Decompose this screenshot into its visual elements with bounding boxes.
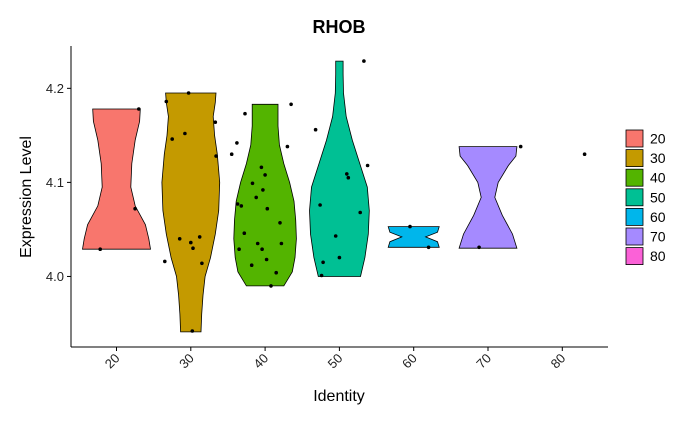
data-point bbox=[337, 255, 342, 260]
data-point bbox=[190, 329, 195, 333]
data-point bbox=[582, 152, 587, 156]
legend-swatch-70 bbox=[625, 227, 644, 246]
data-point bbox=[235, 202, 240, 206]
data-point bbox=[249, 263, 254, 268]
legend-swatch-60 bbox=[625, 207, 644, 226]
data-point bbox=[170, 137, 174, 141]
data-point bbox=[426, 245, 431, 250]
legend-swatch-20 bbox=[625, 129, 644, 148]
data-point bbox=[261, 188, 265, 192]
data-point bbox=[321, 260, 325, 265]
data-point bbox=[237, 247, 241, 251]
data-point bbox=[183, 131, 187, 136]
legend-label-80: 80 bbox=[650, 248, 666, 264]
legend: 20 30 40 50 60 70 80 bbox=[625, 129, 666, 266]
legend-label-20: 20 bbox=[650, 131, 666, 147]
data-point bbox=[345, 172, 349, 176]
legend-swatch-80 bbox=[625, 247, 644, 266]
x-axis-label: Identity bbox=[313, 388, 365, 405]
legend-swatch-50 bbox=[625, 188, 644, 207]
legend-swatch-30 bbox=[625, 149, 644, 168]
x-tick-label: 80 bbox=[548, 351, 569, 372]
data-point bbox=[98, 247, 102, 251]
data-point bbox=[242, 231, 247, 235]
data-point bbox=[229, 152, 234, 156]
legend-label-60: 60 bbox=[650, 209, 666, 225]
data-point bbox=[254, 195, 258, 200]
data-point bbox=[255, 241, 260, 246]
data-point bbox=[285, 144, 290, 149]
x-tick-label: 30 bbox=[176, 351, 197, 372]
data-point bbox=[477, 245, 481, 250]
y-tick-label: 4.1 bbox=[46, 175, 64, 190]
violin-60 bbox=[387, 226, 440, 248]
x-tick-label: 70 bbox=[473, 351, 494, 372]
data-point bbox=[362, 59, 366, 63]
violin-20 bbox=[82, 108, 151, 250]
data-point bbox=[269, 284, 273, 288]
x-tick-label: 60 bbox=[399, 351, 420, 372]
data-point bbox=[243, 111, 247, 116]
x-ticks: 20 30 40 50 60 70 80 bbox=[102, 347, 569, 372]
data-point bbox=[358, 210, 363, 215]
data-point bbox=[137, 107, 141, 111]
data-point bbox=[186, 91, 191, 95]
data-point bbox=[163, 259, 167, 264]
data-point bbox=[279, 241, 284, 246]
violin-70 bbox=[458, 146, 518, 249]
data-point bbox=[265, 206, 270, 211]
data-point bbox=[191, 246, 195, 250]
x-tick-label: 40 bbox=[250, 351, 271, 372]
data-point bbox=[239, 204, 244, 208]
data-point bbox=[260, 247, 264, 251]
data-point bbox=[177, 237, 182, 241]
violin-40 bbox=[233, 103, 297, 287]
data-point bbox=[200, 261, 204, 266]
y-tick-label: 4.2 bbox=[46, 81, 64, 96]
data-point bbox=[365, 163, 370, 168]
x-tick-label: 50 bbox=[325, 351, 346, 372]
legend-label-70: 70 bbox=[650, 229, 666, 245]
y-tick-label: 4.0 bbox=[46, 269, 64, 284]
violin-30 bbox=[161, 92, 221, 333]
legend-label-40: 40 bbox=[650, 170, 666, 186]
data-point bbox=[259, 165, 264, 170]
legend-swatch-40 bbox=[625, 168, 644, 187]
data-point bbox=[318, 203, 322, 207]
data-point bbox=[213, 120, 218, 124]
data-point bbox=[264, 257, 269, 262]
data-point bbox=[214, 154, 218, 158]
legend-label-50: 50 bbox=[650, 189, 666, 205]
legend-label-30: 30 bbox=[650, 150, 666, 166]
violin-50 bbox=[309, 60, 370, 277]
data-point bbox=[333, 234, 338, 238]
data-point bbox=[346, 175, 351, 180]
data-point bbox=[235, 141, 239, 145]
data-point bbox=[250, 181, 255, 186]
data-point bbox=[164, 99, 169, 104]
data-point bbox=[197, 235, 202, 239]
data-point bbox=[274, 270, 279, 275]
x-tick-label: 20 bbox=[102, 351, 123, 372]
y-axis-label: Expression Level bbox=[18, 136, 35, 258]
data-point bbox=[189, 240, 193, 245]
data-point bbox=[319, 273, 324, 278]
violins-group bbox=[82, 60, 518, 333]
data-point bbox=[289, 102, 293, 107]
data-point bbox=[518, 144, 523, 149]
data-point bbox=[313, 127, 318, 132]
chart-title: RHOB bbox=[313, 17, 366, 37]
points-group bbox=[98, 59, 587, 333]
y-ticks: 4.0 4.1 4.2 bbox=[46, 81, 71, 284]
data-point bbox=[408, 224, 412, 229]
data-point bbox=[278, 221, 282, 225]
data-point bbox=[133, 206, 137, 211]
data-point bbox=[263, 173, 267, 177]
